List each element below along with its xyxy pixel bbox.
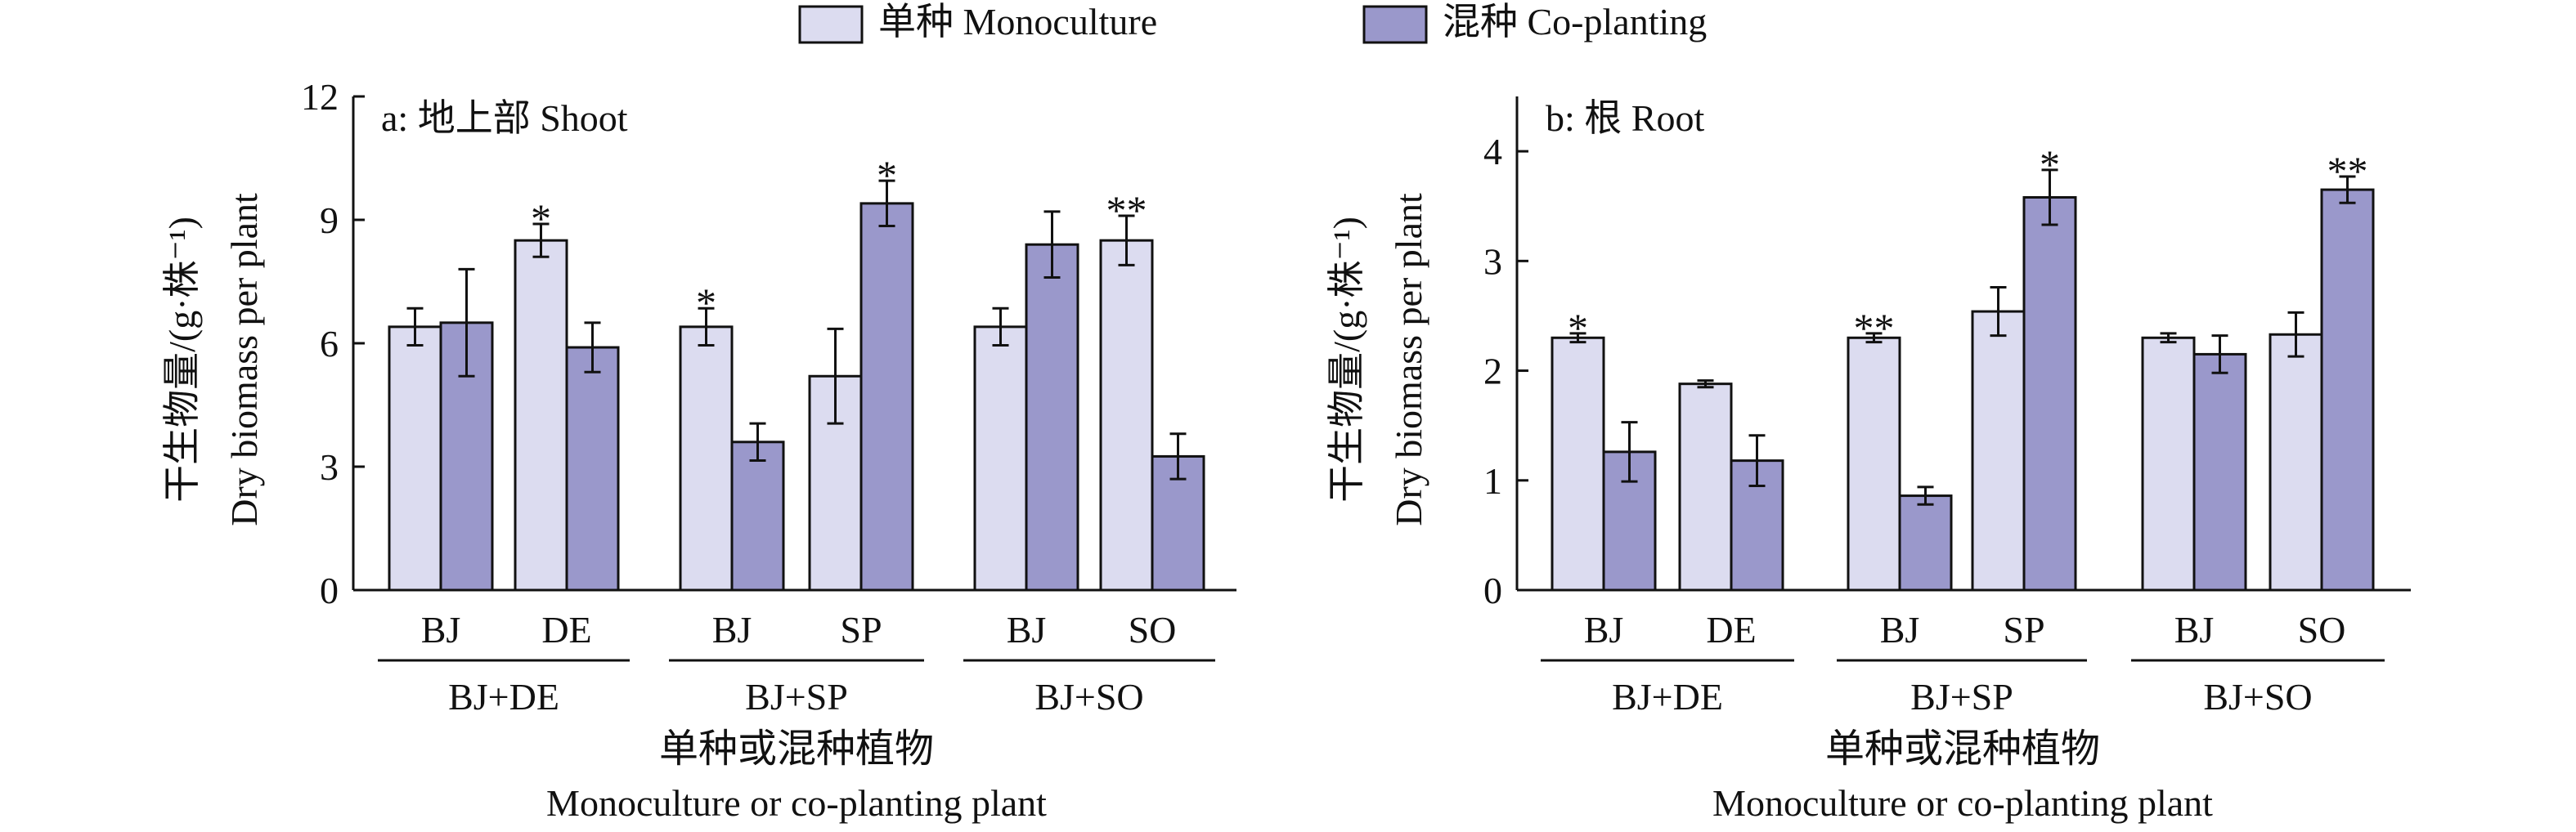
bar-co-planting [565, 346, 620, 592]
bar-monoculture [973, 325, 1028, 592]
bar-monoculture [2141, 336, 2196, 592]
x-category-label: BJ [1584, 609, 1624, 651]
significance-marker: ** [2327, 148, 2368, 194]
y-axis-label-en: Dry biomass per plant [223, 193, 265, 526]
x-category-label: BJ [2174, 609, 2215, 651]
bar-monoculture [1099, 239, 1154, 592]
group-label: BJ+DE [448, 676, 559, 718]
x-axis-label-cn: 单种或混种植物 [1825, 727, 2100, 771]
panel-label: b: 根 Root [1546, 97, 1704, 139]
y-tick-label: 2 [1483, 351, 1502, 392]
bar-monoculture [1678, 382, 1733, 592]
significance-marker: * [696, 280, 716, 325]
group-label: BJ+SO [2203, 676, 2312, 718]
bar-co-planting [859, 202, 914, 592]
y-tick-label: 3 [320, 446, 339, 488]
bar-monoculture [1971, 310, 2026, 592]
y-axis-label-cn: 干生物量/(g·株⁻¹) [161, 217, 203, 503]
legend-swatch-co-planting [1362, 5, 1428, 44]
bar-co-planting [730, 441, 785, 592]
bar-co-planting [1898, 494, 1953, 592]
x-category-label: SO [1129, 609, 1177, 651]
x-category-label: BJ [1007, 609, 1047, 651]
bar-monoculture [514, 239, 568, 592]
significance-marker: * [1568, 305, 1588, 351]
panel-label: a: 地上部 Shoot [381, 97, 628, 139]
panel-a-shoot: 0 3 6 9 12 a: 地上部 Shoot 干生物量/(g·株⁻¹) Dry biomas… [161, 76, 1236, 824]
legend-label-co-planting: 混种 Co-planting [1443, 1, 1707, 42]
y-tick-label: 0 [320, 570, 339, 611]
bar-monoculture [1847, 336, 1901, 592]
bar-monoculture [388, 325, 442, 592]
x-axis-label-cn: 单种或混种植物 [659, 727, 934, 771]
bar-co-planting [2192, 352, 2247, 592]
y-tick-label: 1 [1483, 460, 1502, 502]
y-tick-label: 0 [1483, 570, 1502, 611]
y-tick-label: 9 [320, 199, 339, 241]
significance-marker: ** [1854, 305, 1895, 351]
x-category-label: SP [2003, 609, 2044, 651]
bar-monoculture [679, 325, 734, 592]
x-category-label: BJ [712, 609, 752, 651]
panel-b-root: 0 1 2 3 4 b: 根 Root 干生物量/(g·株⁻¹) Dry biomass pe… [1326, 96, 2411, 824]
x-category-label: SO [2298, 609, 2346, 651]
y-axis-label-en: Dry biomass per plant [1388, 193, 1429, 526]
group-label: BJ+DE [1612, 676, 1723, 718]
significance-marker: * [531, 195, 551, 241]
group-label: BJ+SP [1910, 676, 2013, 718]
significance-marker: ** [1106, 187, 1147, 233]
x-category-label: DE [541, 609, 591, 651]
bar-monoculture [2269, 333, 2323, 592]
y-axis-label-cn: 干生物量/(g·株⁻¹) [1326, 217, 1367, 503]
bar-co-planting [2022, 195, 2077, 592]
x-axis-label-en: Monoculture or co-planting plant [1712, 782, 2213, 824]
legend-label-monoculture: 单种 Monoculture [878, 1, 1157, 42]
significance-marker: * [877, 152, 897, 198]
x-category-label: DE [1706, 609, 1756, 651]
legend-swatch-monoculture [798, 5, 864, 44]
bar-monoculture [1551, 336, 1605, 592]
bar-co-planting [2320, 188, 2375, 592]
group-label: BJ+SP [745, 676, 848, 718]
y-tick-label: 12 [301, 76, 339, 118]
legend: 单种 Monoculture 混种 Co-planting [798, 1, 1707, 44]
significance-marker: * [2040, 141, 2060, 187]
x-category-label: BJ [1880, 609, 1920, 651]
y-tick-label: 4 [1483, 131, 1502, 172]
x-category-label: BJ [421, 609, 461, 651]
y-tick-label: 6 [320, 323, 339, 365]
y-tick-label: 3 [1483, 240, 1502, 282]
x-axis-label-en: Monoculture or co-planting plant [546, 782, 1047, 824]
x-category-label: SP [840, 609, 882, 651]
bar-co-planting [1025, 243, 1079, 592]
group-label: BJ+SO [1034, 676, 1143, 718]
